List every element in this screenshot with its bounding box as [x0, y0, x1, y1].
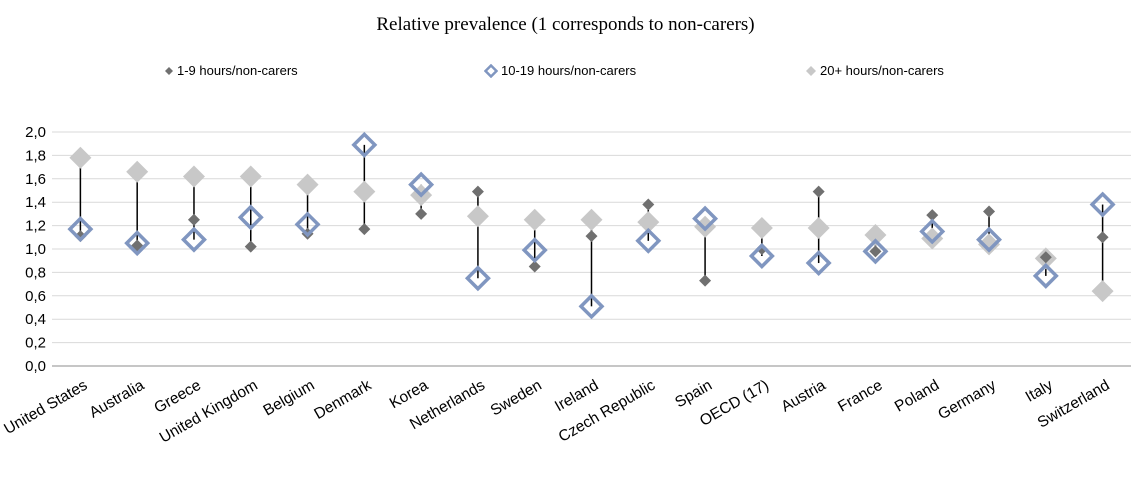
marker-10-19-hours	[805, 250, 832, 277]
marker-10-19-hours	[67, 216, 94, 243]
marker-20-hours	[580, 208, 603, 231]
marker-10-19-hours	[862, 238, 889, 265]
marker-20-hours	[466, 205, 489, 228]
marker-20-hours	[1091, 280, 1114, 303]
y-tick-label: 1,8	[25, 147, 46, 164]
marker-10-19-hours	[635, 227, 662, 254]
marker-1-9-hours	[358, 223, 371, 236]
marker-20-hours	[921, 227, 944, 250]
marker-1-9-hours	[528, 260, 541, 273]
marker-20-hours	[750, 216, 773, 239]
marker-10-19-hours	[578, 293, 605, 320]
small-diamond-icon	[165, 66, 173, 75]
x-tick-label: Italy	[1023, 377, 1056, 406]
marker-10-19-hours	[1032, 262, 1059, 289]
marker-20-hours	[126, 160, 149, 183]
x-tick-label: Czech Republic	[556, 377, 659, 446]
marker-20-hours	[239, 165, 262, 188]
marker-1-9-hours	[983, 205, 996, 218]
y-tick-label: 1,2	[25, 218, 46, 235]
marker-1-9-hours	[471, 185, 484, 198]
marker-20-hours	[864, 223, 887, 246]
marker-20-hours	[523, 208, 546, 231]
x-tick-label: United Kingdom	[157, 377, 261, 447]
legend-label-20-hours: 20+ hours/non-carers	[820, 63, 944, 78]
marker-10-19-hours	[748, 243, 775, 269]
marker-20-hours	[353, 180, 376, 203]
marker-20-hours	[978, 233, 1001, 256]
marker-1-9-hours	[1039, 251, 1052, 264]
marker-10-19-hours	[521, 237, 548, 264]
marker-1-9-hours	[642, 198, 655, 211]
x-tick-label: Poland	[892, 377, 942, 416]
marker-10-19-hours	[464, 265, 491, 292]
legend-item-20-hours: 20+ hours/non-carers	[805, 63, 944, 78]
marker-20-hours	[182, 165, 205, 188]
x-tick-label: France	[835, 377, 885, 416]
y-tick-label: 1,6	[25, 171, 46, 188]
marker-20-hours	[807, 216, 830, 239]
y-tick-label: 0,0	[25, 358, 46, 375]
marker-10-19-hours	[976, 226, 1003, 253]
marker-1-9-hours	[755, 243, 768, 255]
legend-label-1-9-hours: 1-9 hours/non-carers	[177, 63, 298, 78]
y-tick-label: 0,2	[25, 335, 46, 352]
legend-label-10-19-hours: 10-19 hours/non-carers	[501, 63, 637, 78]
y-tick-label: 0,6	[25, 288, 46, 305]
hollow-diamond-icon	[484, 63, 498, 78]
marker-1-9-hours	[187, 213, 200, 226]
marker-10-19-hours	[1089, 191, 1116, 218]
x-tick-label: Australia	[86, 377, 147, 422]
grey-diamond-icon	[806, 65, 816, 76]
x-tick-label: Belgium	[261, 377, 318, 420]
marker-1-9-hours	[869, 245, 882, 258]
legend-item-1-9-hours: 1-9 hours/non-carers	[164, 63, 298, 78]
marker-10-19-hours	[180, 226, 207, 253]
x-tick-label: Sweden	[488, 377, 545, 420]
x-tick-label: Austria	[778, 377, 829, 416]
marker-1-9-hours	[926, 209, 939, 222]
x-tick-label: Spain	[672, 377, 715, 412]
x-tick-label: Korea	[387, 377, 432, 413]
legend: 1-9 hours/non-carers 10-19 hours/non-car…	[0, 63, 1131, 83]
marker-20-hours	[69, 146, 92, 169]
marker-1-9-hours	[244, 240, 257, 253]
y-tick-label: 1,0	[25, 241, 46, 258]
marker-10-19-hours	[124, 230, 151, 257]
marker-1-9-hours	[812, 185, 825, 198]
x-tick-label: Denmark	[311, 377, 374, 423]
x-tick-label: Germany	[935, 377, 999, 424]
y-tick-label: 0,8	[25, 264, 46, 281]
marker-1-9-hours	[585, 230, 598, 243]
y-tick-label: 1,4	[25, 194, 46, 211]
marker-10-19-hours	[692, 205, 719, 232]
legend-item-10-19-hours: 10-19 hours/non-carers	[484, 63, 636, 78]
marker-1-9-hours	[699, 274, 712, 287]
marker-10-19-hours	[237, 204, 264, 231]
marker-10-19-hours	[408, 171, 435, 198]
marker-10-19-hours	[351, 131, 378, 158]
marker-1-9-hours	[415, 207, 428, 220]
marker-10-19-hours	[294, 211, 321, 238]
x-tick-label: United States	[1, 377, 90, 438]
marker-10-19-hours	[919, 218, 946, 245]
chart-title: Relative prevalence (1 corresponds to no…	[376, 14, 755, 35]
marker-1-9-hours	[1096, 231, 1109, 244]
marker-20-hours	[296, 173, 319, 196]
marker-1-9-hours	[74, 230, 87, 243]
y-tick-label: 2,0	[25, 124, 46, 141]
y-tick-label: 0,4	[25, 311, 46, 328]
marker-20-hours	[637, 211, 660, 234]
